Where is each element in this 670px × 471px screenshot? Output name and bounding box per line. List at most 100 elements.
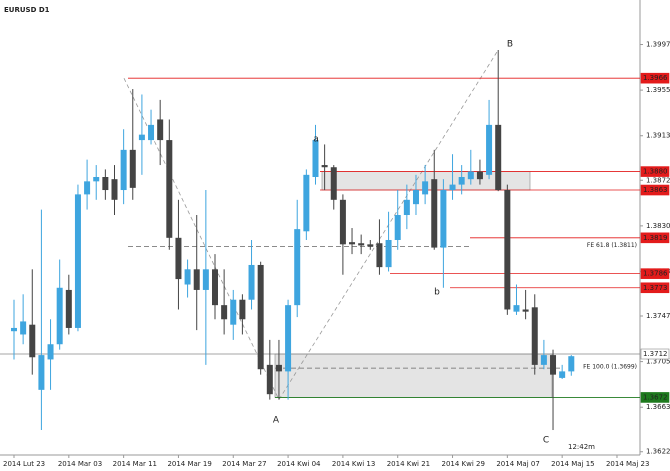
candle-body xyxy=(275,364,282,372)
x-tick-label: 2014 Maj 23 xyxy=(606,460,649,468)
level-label-box xyxy=(640,282,670,294)
x-tick-label: 2014 Mar 19 xyxy=(167,460,211,468)
level-label-box xyxy=(640,72,670,84)
candle-body xyxy=(257,264,264,370)
candle-body xyxy=(394,215,401,240)
x-tick-label: 2014 Maj 15 xyxy=(551,460,594,468)
x-tick-label: 2014 Mar 27 xyxy=(222,460,266,468)
candle-body xyxy=(202,269,209,290)
candle-body xyxy=(266,364,273,395)
level-label-box xyxy=(640,392,670,403)
x-tick-label: 2014 Kwi 21 xyxy=(387,460,430,468)
level-label: 1.3672 xyxy=(643,393,668,401)
candle-body xyxy=(476,171,483,180)
candle-body xyxy=(221,305,228,320)
chart-title: EURUSD D1 xyxy=(4,6,50,14)
candle-body xyxy=(74,194,81,328)
x-tick-label: 2014 Kwi 29 xyxy=(442,460,485,468)
candle-body xyxy=(65,289,72,328)
candle-body xyxy=(248,264,255,300)
candle-body xyxy=(239,299,246,320)
candle-body xyxy=(467,171,474,180)
candle-body xyxy=(38,355,45,390)
candle-body xyxy=(403,199,410,216)
candle-body xyxy=(120,149,127,191)
y-tick-label: 1.3622 xyxy=(646,448,670,456)
zone-box xyxy=(274,353,553,398)
level-label: 1.3863 xyxy=(643,186,668,194)
candle-body xyxy=(312,140,319,178)
candle-body xyxy=(486,124,493,175)
level-label-box xyxy=(640,166,670,177)
y-tick-label: 1.3872 xyxy=(646,176,670,184)
candle-body xyxy=(93,177,100,182)
candle-body xyxy=(84,181,91,195)
candle-body xyxy=(20,321,27,335)
candle-body xyxy=(56,287,63,345)
bar-timer: 12:42m xyxy=(568,443,595,451)
candle-body xyxy=(138,134,145,141)
candle-body xyxy=(349,242,356,245)
candle-body xyxy=(47,344,54,360)
candle-body xyxy=(568,356,575,372)
candle-body xyxy=(504,190,511,310)
x-tick-label: 2014 Mar 11 xyxy=(113,460,157,468)
candle-body xyxy=(531,307,538,365)
candle-body xyxy=(330,167,337,200)
fe-level-label: FE 61.8 (1.3811) xyxy=(587,242,637,249)
x-tick-label: 2014 Kwi 04 xyxy=(277,460,321,468)
x-tick-label: 2014 Kwi 13 xyxy=(332,460,375,468)
candle-body xyxy=(339,199,346,245)
level-label-box xyxy=(640,232,670,244)
candle-body xyxy=(358,243,365,246)
candle-body xyxy=(29,324,36,358)
y-tick-label: 1.3705 xyxy=(646,358,670,366)
candle-body xyxy=(431,179,438,248)
level-label: 1.3712 xyxy=(643,350,668,358)
y-tick-label: 1.3997 xyxy=(646,41,670,49)
candle-body xyxy=(458,177,465,185)
candle-body xyxy=(522,309,529,312)
candle-body xyxy=(294,229,301,306)
y-tick-label: 1.3663 xyxy=(646,403,670,411)
candle-body xyxy=(157,119,164,141)
x-tick-label: 2014 Mar 03 xyxy=(58,460,102,468)
level-label: 1.3819 xyxy=(643,234,668,242)
level-label-box xyxy=(640,348,670,360)
candle-body xyxy=(175,237,182,280)
y-tick-label: 1.3955 xyxy=(646,86,670,94)
x-tick-label: 2014 Maj 07 xyxy=(496,460,539,468)
wave-label: B xyxy=(507,40,513,50)
candle-body xyxy=(495,124,502,191)
candle-body xyxy=(376,243,383,268)
candle-body xyxy=(449,184,456,191)
candle-body xyxy=(367,244,374,247)
candle-body xyxy=(111,179,118,200)
candle-body xyxy=(540,355,547,365)
candle-body xyxy=(11,327,17,332)
candle-body xyxy=(440,190,447,248)
candle-body xyxy=(422,181,429,195)
wave-label: a xyxy=(313,135,319,145)
candle-body xyxy=(193,269,200,290)
candle-body xyxy=(285,305,292,372)
wave-label: C xyxy=(543,436,549,446)
wave-label: b xyxy=(434,288,440,298)
candle-body xyxy=(230,299,237,325)
y-tick-label: 1.3747 xyxy=(646,312,670,320)
y-tick-label: 1.3830 xyxy=(646,222,670,230)
y-tick-label: 1.3913 xyxy=(646,132,670,140)
candle-body xyxy=(166,140,173,238)
candle-body xyxy=(412,190,419,205)
x-tick-label: 2014 Lut 23 xyxy=(3,460,45,468)
candle-body xyxy=(550,355,557,375)
candle-body xyxy=(184,269,191,285)
level-label: 1.3966 xyxy=(643,74,668,82)
candle-body xyxy=(129,149,136,188)
candle-body xyxy=(303,174,310,232)
candle-body xyxy=(102,177,109,191)
candle-body xyxy=(513,305,520,312)
level-label: 1.3786 xyxy=(643,270,668,278)
